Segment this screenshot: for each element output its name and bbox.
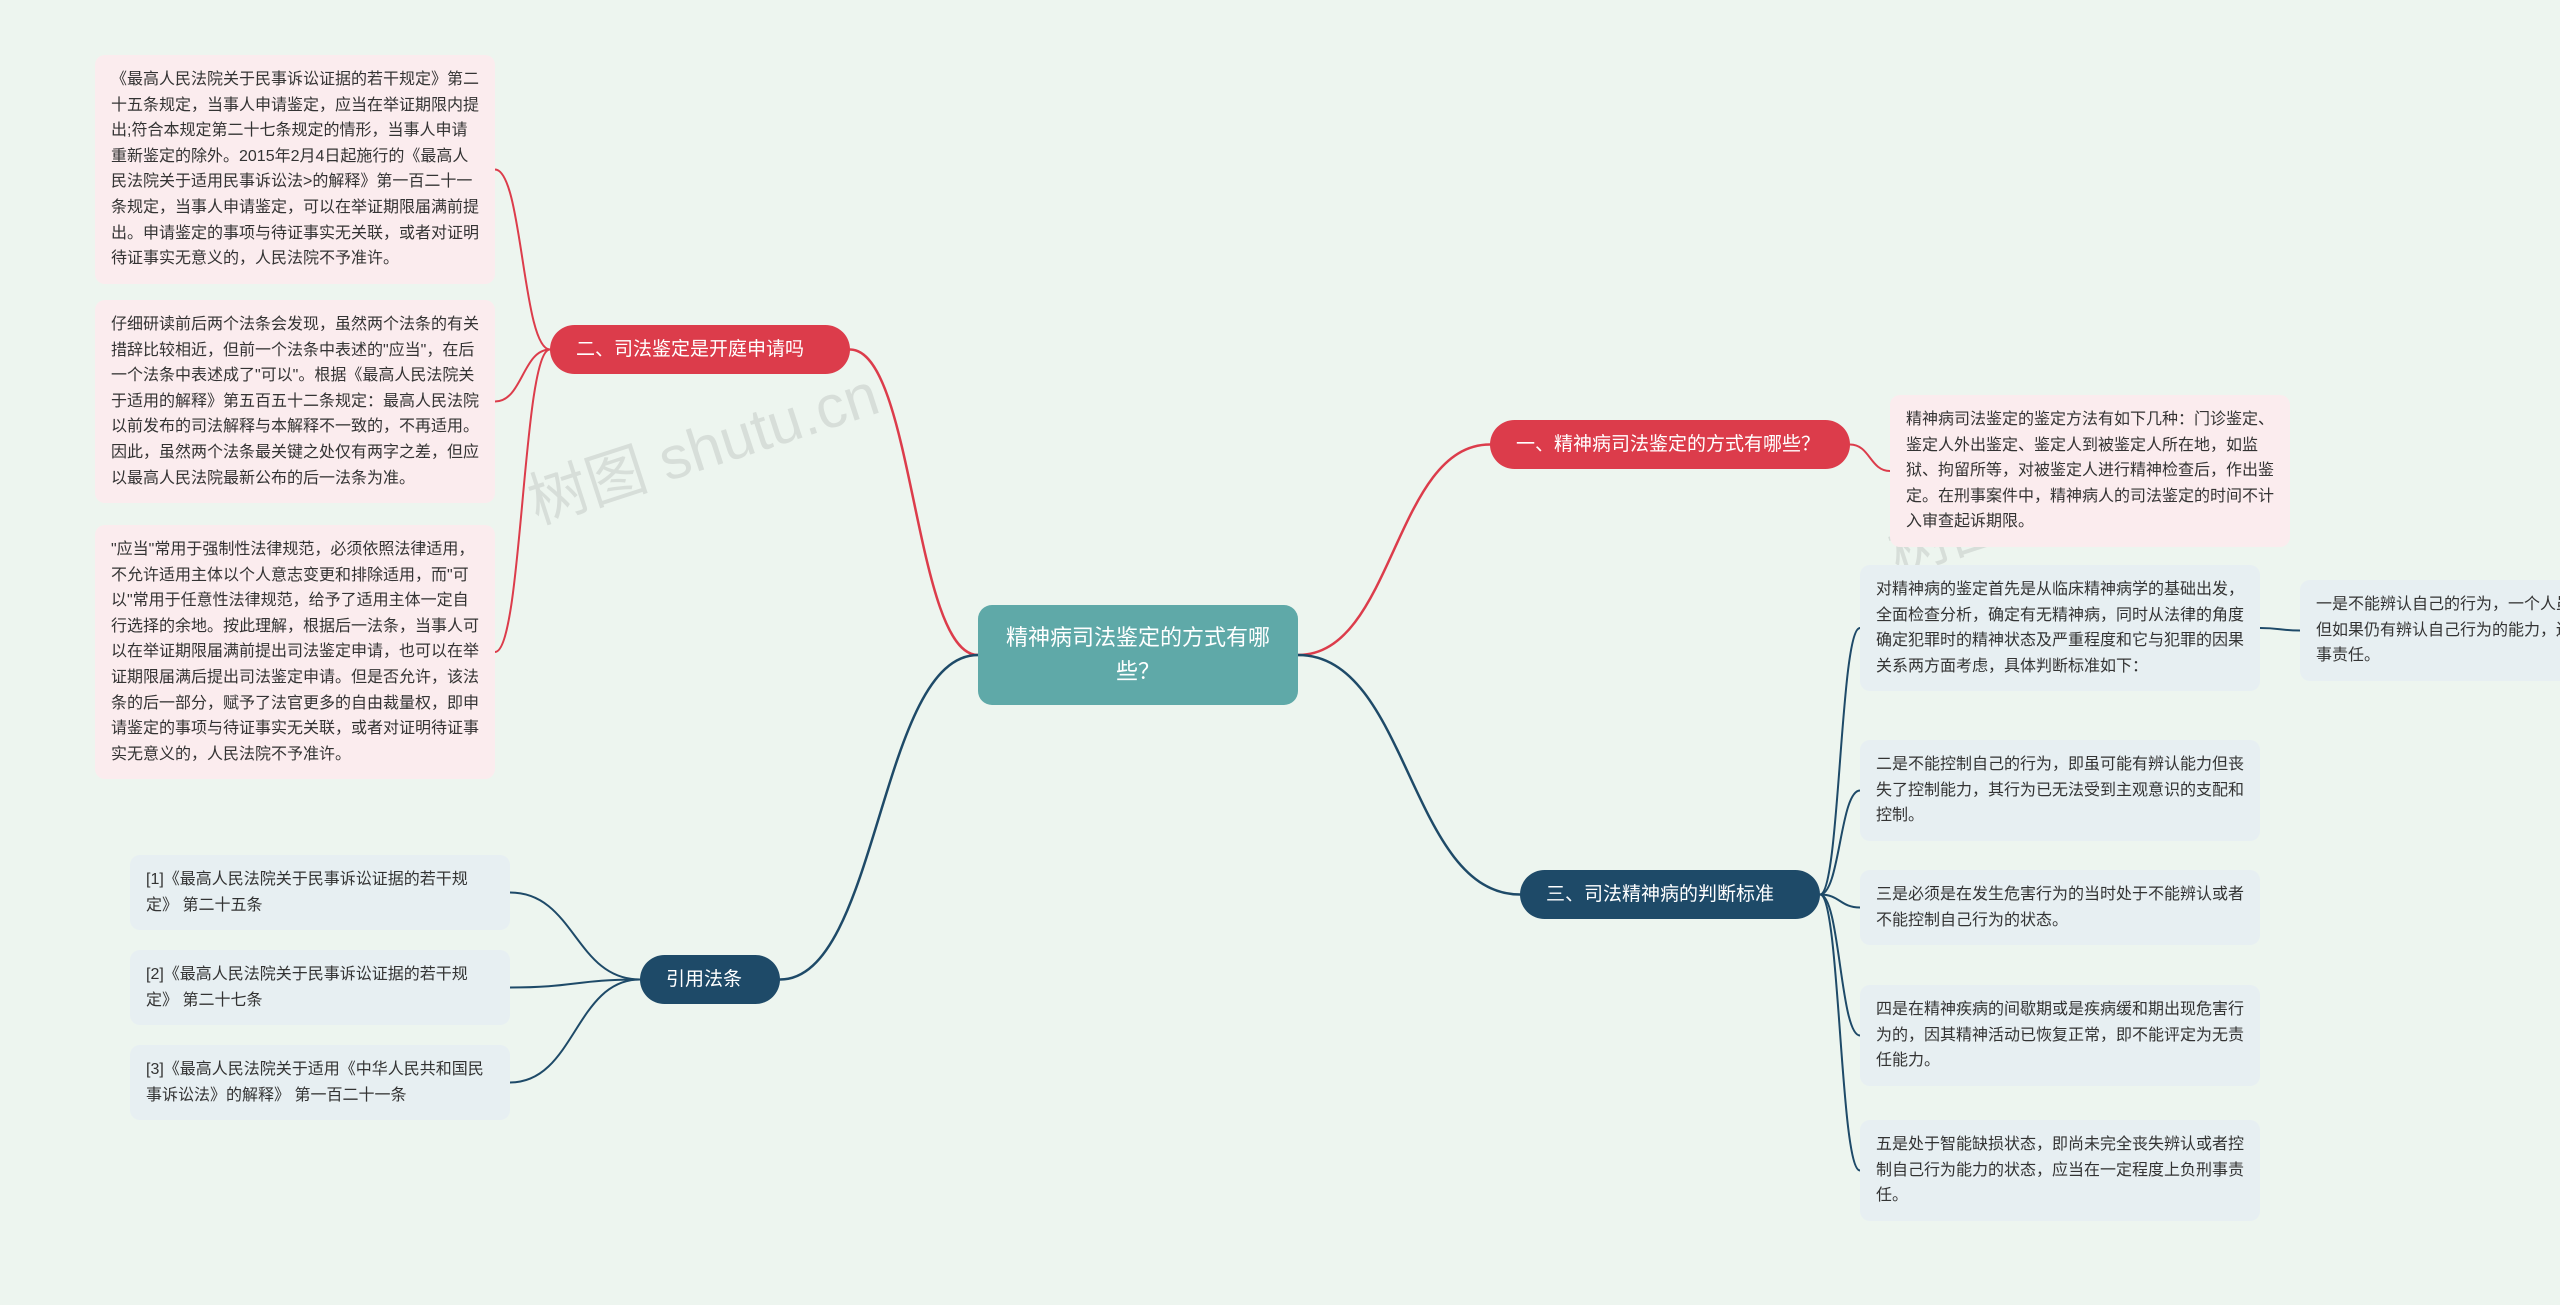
leaf-node-b2-4: 五是处于智能缺损状态，即尚未完全丧失辨认或者控制自己行为能力的状态，应当在一定程… <box>1860 1120 2260 1221</box>
branch-node-b3: 二、司法鉴定是开庭申请吗 <box>550 325 850 374</box>
branch-node-b1: 一、精神病司法鉴定的方式有哪些？ <box>1490 420 1850 469</box>
leaf-node-b4-1: [2]《最高人民法院关于民事诉讼证据的若干规定》 第二十七条 <box>130 950 510 1025</box>
branch-node-b2: 三、司法精神病的判断标准 <box>1520 870 1820 919</box>
leaf-node-b4-2: [3]《最高人民法院关于适用《中华人民共和国民事诉讼法》的解释》 第一百二十一条 <box>130 1045 510 1120</box>
leaf-node-b3-0: 《最高人民法院关于民事诉讼证据的若干规定》第二十五条规定，当事人申请鉴定，应当在… <box>95 55 495 284</box>
branch-node-b4: 引用法条 <box>640 955 780 1004</box>
center-node: 精神病司法鉴定的方式有哪些？ <box>978 605 1298 705</box>
leaf-node-b2-1: 二是不能控制自己的行为，即虽可能有辨认能力但丧失了控制能力，其行为已无法受到主观… <box>1860 740 2260 841</box>
leaf-node-b4-0: [1]《最高人民法院关于民事诉讼证据的若干规定》 第二十五条 <box>130 855 510 930</box>
leaf-node-b2-3: 四是在精神疾病的间歇期或是疾病缓和期出现危害行为的，因其精神活动已恢复正常，即不… <box>1860 985 2260 1086</box>
leaf-node-b3-2: "应当"常用于强制性法律规范，必须依照法律适用，不允许适用主体以个人意志变更和排… <box>95 525 495 779</box>
leaf-node-b3-1: 仔细研读前后两个法条会发现，虽然两个法条的有关措辞比较相近，但前一个法条中表述的… <box>95 300 495 503</box>
leaf-node-b2-2: 三是必须是在发生危害行为的当时处于不能辨认或者不能控制自己行为的状态。 <box>1860 870 2260 945</box>
leaf-child-b2-0-0: 一是不能辨认自己的行为，一个人虽患有精神疾病，但如果仍有辨认自己行为的能力，还是… <box>2300 580 2560 681</box>
leaf-node-b1-0: 精神病司法鉴定的鉴定方法有如下几种：门诊鉴定、鉴定人外出鉴定、鉴定人到被鉴定人所… <box>1890 395 2290 547</box>
leaf-node-b2-0: 对精神病的鉴定首先是从临床精神病学的基础出发，全面检查分析，确定有无精神病，同时… <box>1860 565 2260 691</box>
